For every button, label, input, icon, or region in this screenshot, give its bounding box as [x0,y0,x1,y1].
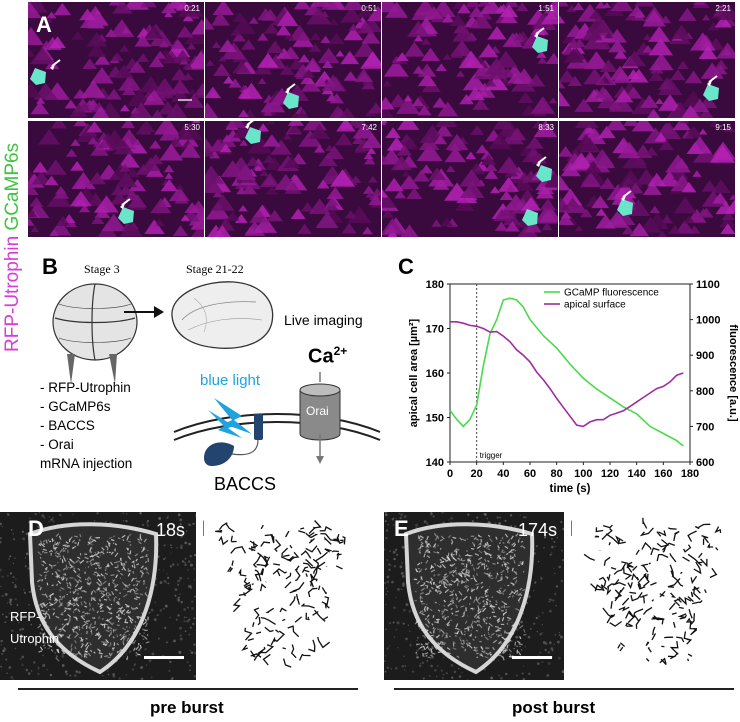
divider-pre [18,688,358,690]
x-tick-label: 180 [681,468,699,480]
x-tick-label: 100 [574,468,592,480]
y-left-tick-label: 140 [426,457,444,469]
arrow-right-icon [124,306,164,318]
x-tick-label: 40 [497,468,509,480]
line-chart: 0 20 40 60 80 100 120 140 160 1801401501601701806… [408,279,739,495]
stage-right-label: Stage 21-22 [186,262,244,276]
panel-b-letter: B [42,254,58,279]
time-label-pre: 18s [156,520,186,540]
y-left-tick-label: 150 [426,413,444,425]
list-item: - Orai [40,437,74,452]
timestamp-label: 9:15 [715,123,731,132]
scale-bar-post [512,656,552,659]
orai-label: Orai [306,404,329,418]
caption-post-burst: post burst [512,698,596,717]
blue-light-label: blue light [200,372,261,389]
stage-left-label: Stage 3 [84,262,120,276]
ylabel-gcamp6s: GCaMP6s [2,142,23,231]
x-tick-label: 140 [627,468,645,480]
timelapse-frame: 0:21 [28,2,204,118]
y-right-tick-label: 800 [696,386,714,398]
divider-post [394,688,734,690]
x-tick-label: 60 [524,468,536,480]
x-tick-label: 0 [447,468,453,480]
timestamp-label: 0:51 [361,4,377,13]
list-item: - RFP-Utrophin [40,380,131,395]
panel-d-letter: D [28,516,44,541]
timelapse-frame: 8:33 [382,121,558,237]
stain-label: RFP- Utrophin [10,609,60,646]
live-imaging-label: Live imaging [284,312,363,328]
ylabel-rfp-utrophin: RFP-Utrophin [2,235,23,352]
y-right-tick-label: 600 [696,457,714,469]
legend-label: GCaMP fluorescence [564,288,659,299]
y-right-tick-label: 700 [696,421,714,433]
orai-channel [299,383,341,441]
timelapse-frame: 9:15 [559,121,735,237]
series-line-1 [450,321,684,428]
timelapse-frame: 5:30 [28,121,204,237]
baccs-label: BACCS [214,474,277,494]
timelapse-frame: 0:51 [205,2,381,118]
list-item: - GCaMP6s [40,399,111,414]
x-tick-label: 80 [551,468,563,480]
calcium-label: Ca2+ [308,344,347,369]
calcium-symbol: Ca [308,345,334,368]
y-right-axis-label: fluorescence [a.u.] [727,324,739,422]
timelapse-frame: 7:42 [205,121,381,237]
skeleton-post-burst [572,512,738,680]
panel-c-letter: C [398,254,414,279]
y-left-tick-label: 160 [426,368,444,380]
trigger-annotation: trigger [480,451,503,460]
x-tick-label: 20 [471,468,483,480]
panel-e-letter: E [394,516,409,541]
membrane-schematic [173,372,381,466]
time-label-post: 174s [518,520,558,540]
panel-a: RFP-Utrophin GCaMP6s 0:21 0:51 1:51 2:21 5:3… [0,0,740,352]
x-tick-label: 120 [601,468,619,480]
skeleton-pre-burst [204,512,360,680]
y-left-tick-label: 170 [426,324,444,336]
timelapse-frame: 1:51 [382,2,558,118]
injection-list: - RFP-Utrophin - GCaMP6s - BACCS - Orai … [40,378,132,473]
timelapse-frame: 2:21 [559,2,735,118]
y-right-tick-label: 1100 [696,279,720,291]
list-item: - BACCS [40,418,95,433]
x-tick-label: 160 [654,468,672,480]
list-item: mRNA injection [40,456,133,471]
y-left-tick-label: 180 [426,279,444,291]
embryo-stage21-illustration [171,281,274,349]
y-right-tick-label: 1000 [696,315,720,327]
calcium-charge: 2+ [333,344,348,358]
series-line-0 [449,297,684,447]
y-left-axis-label: apical cell area [µm²] [408,318,420,427]
x-axis-label: time (s) [550,483,591,495]
scale-bar-pre [144,656,184,659]
timestamp-label: 0:21 [184,4,200,13]
lightning-icon [214,398,252,434]
legend-label: apical surface [564,300,626,311]
plot-frame [449,283,691,463]
timestamp-label: 1:51 [538,4,554,13]
em-image-pre-burst [0,512,196,680]
timestamp-label: 2:21 [715,4,731,13]
panel-a-letter: A [36,12,52,37]
timestamp-label: 8:33 [538,123,554,132]
caption-pre-burst: pre burst [150,698,224,717]
em-image-post-burst [384,512,564,680]
embryo-stage3-illustration [52,283,138,384]
timestamp-label: 5:30 [184,123,200,132]
timestamp-label: 7:42 [361,123,377,132]
y-right-tick-label: 900 [696,350,714,362]
